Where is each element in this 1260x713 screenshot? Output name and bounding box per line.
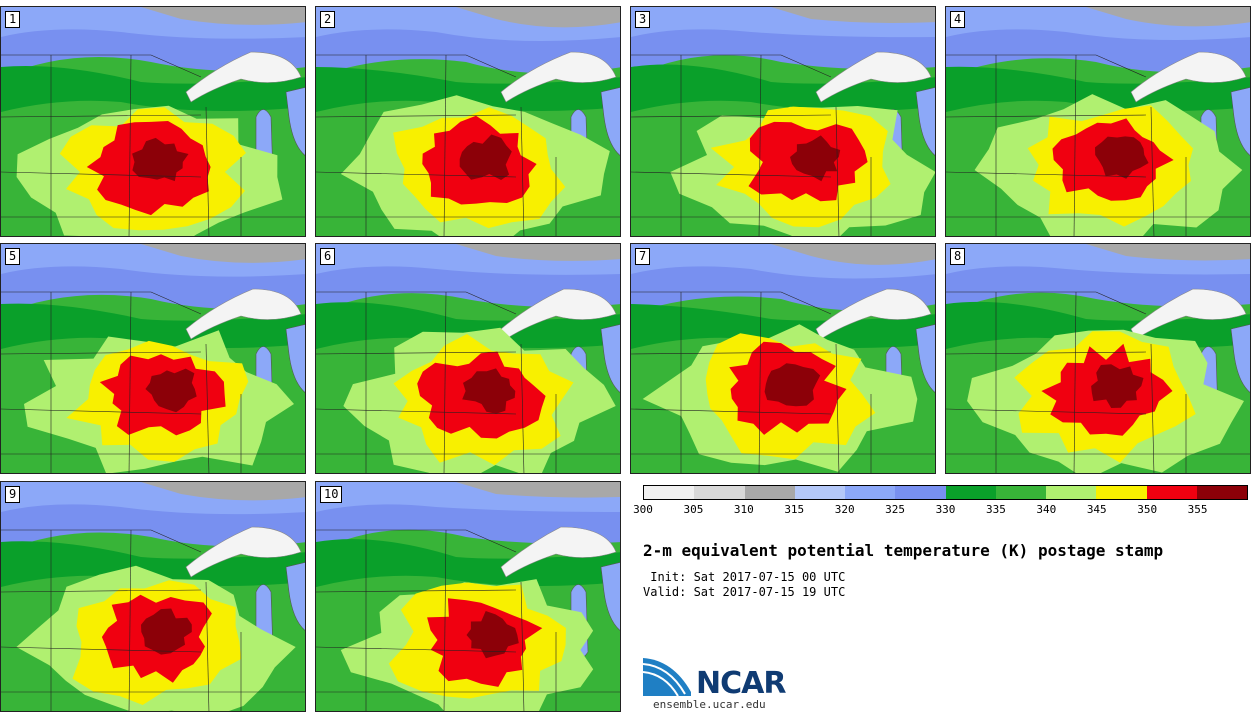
ncar-logo-text: NCAR <box>696 666 786 701</box>
map-panel: 7 <box>630 243 936 474</box>
colorbar-segment <box>1196 486 1247 499</box>
map-panel: 5 <box>0 243 306 474</box>
colorbar-segment <box>744 486 795 499</box>
colorbar-tick-labels: 300 305 310 315 320 325 330 335 340 345 350 355 <box>633 503 1248 517</box>
panel-number-label: 10 <box>320 486 343 503</box>
map-panel: 8 <box>945 243 1251 474</box>
colorbar-segment <box>1146 486 1197 499</box>
panel-number-label: 2 <box>320 11 336 28</box>
panel-number-label: 8 <box>950 248 966 265</box>
map-panel: 4 <box>945 6 1251 237</box>
ncar-url: ensemble.ucar.edu <box>653 698 766 711</box>
map-title: 2-m equivalent potential temperature (K)… <box>643 541 1164 560</box>
ensemble-member-map <box>1 482 305 711</box>
panel-number-label: 4 <box>950 11 966 28</box>
ensemble-member-map <box>316 7 620 236</box>
colorbar-tick-label: 335 <box>985 503 1006 516</box>
colorbar-segment <box>995 486 1046 499</box>
colorbar-tick-label: 340 <box>1036 503 1057 516</box>
colorbar-tick-label: 355 <box>1187 503 1208 516</box>
map-panel: 10 <box>315 481 621 712</box>
map-panel: 1 <box>0 6 306 237</box>
ensemble-member-map <box>946 7 1250 236</box>
colorbar-tick-label: 320 <box>834 503 855 516</box>
colorbar-tick-label: 345 <box>1086 503 1107 516</box>
colorbar-tick-label: 305 <box>683 503 704 516</box>
panel-number-label: 1 <box>5 11 21 28</box>
colorbar-tick-label: 330 <box>935 503 956 516</box>
colorbar-tick-label: 310 <box>733 503 754 516</box>
panel-number-label: 6 <box>320 248 336 265</box>
ensemble-member-map <box>316 482 620 711</box>
ensemble-member-map <box>631 244 935 473</box>
ensemble-member-map <box>631 7 935 236</box>
valid-time: Valid: Sat 2017-07-15 19 UTC <box>643 585 846 599</box>
map-panel: 2 <box>315 6 621 237</box>
colorbar-segment <box>945 486 996 499</box>
panel-number-label: 3 <box>635 11 651 28</box>
panel-number-label: 9 <box>5 486 21 503</box>
colorbar-segment <box>794 486 845 499</box>
colorbar <box>643 485 1248 500</box>
map-panel: 9 <box>0 481 306 712</box>
panel-number-label: 5 <box>5 248 21 265</box>
init-time: Init: Sat 2017-07-15 00 UTC <box>643 570 846 584</box>
colorbar-tick-label: 315 <box>784 503 805 516</box>
ensemble-member-map <box>1 7 305 236</box>
colorbar-segment <box>1046 486 1097 499</box>
ncar-logo-icon <box>643 658 691 697</box>
panel-number-label: 7 <box>635 248 651 265</box>
ensemble-member-map <box>946 244 1250 473</box>
ensemble-member-map <box>316 244 620 473</box>
map-panel: 6 <box>315 243 621 474</box>
colorbar-segment <box>694 486 745 499</box>
colorbar-tick-label: 300 <box>633 503 653 516</box>
colorbar-segment <box>845 486 896 499</box>
colorbar-segment <box>644 486 695 499</box>
colorbar-tick-label: 350 <box>1137 503 1158 516</box>
map-panel: 3 <box>630 6 936 237</box>
colorbar-segment <box>895 486 946 499</box>
colorbar-tick-label: 325 <box>885 503 906 516</box>
colorbar-segment <box>1096 486 1147 499</box>
ensemble-member-map <box>1 244 305 473</box>
